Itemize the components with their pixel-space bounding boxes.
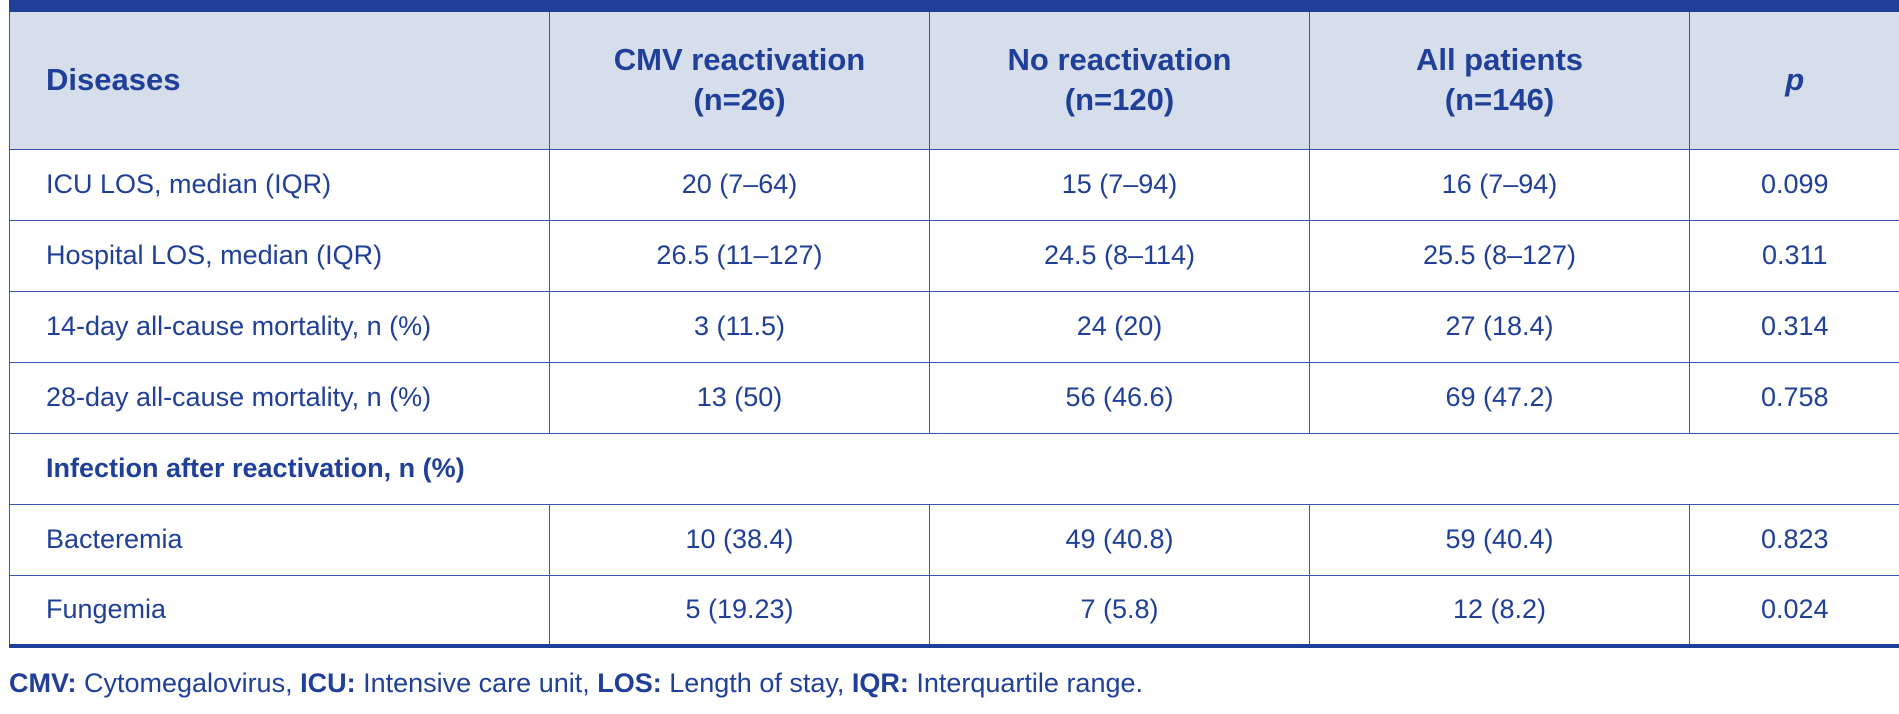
header-diseases: Diseases (9, 12, 550, 150)
cell-no-reactivation: 7 (5.8) (929, 574, 1310, 648)
table-row: Hospital LOS, median (IQR) 26.5 (11–127)… (9, 219, 1899, 292)
footnote-text: Intensive care unit, (355, 668, 598, 698)
header-none-line2: (n=120) (1064, 82, 1175, 118)
header-all-line2: (n=146) (1444, 82, 1555, 118)
cell-no-reactivation: 24 (20) (929, 290, 1310, 363)
header-cmv-line2: (n=26) (693, 82, 786, 118)
cell-all-patients: 59 (40.4) (1309, 503, 1690, 576)
row-label: Hospital LOS, median (IQR) (9, 219, 550, 292)
footnote-text: Interquartile range. (908, 668, 1143, 698)
cell-cmv: 5 (19.23) (549, 574, 930, 648)
footnote-abbr: LOS: (597, 668, 662, 698)
cell-all-patients: 16 (7–94) (1309, 148, 1690, 221)
cell-p-value: 0.314 (1689, 290, 1899, 363)
results-table-container: Diseases CMV reactivation (n=26) No reac… (9, 0, 1899, 648)
cell-cmv: 20 (7–64) (549, 148, 930, 221)
footnote-text: Length of stay, (661, 668, 852, 698)
cell-all-patients: 12 (8.2) (1309, 574, 1690, 648)
row-label: ICU LOS, median (IQR) (9, 148, 550, 221)
cell-no-reactivation: 15 (7–94) (929, 148, 1310, 221)
cell-cmv: 26.5 (11–127) (549, 219, 930, 292)
table-row: Fungemia 5 (19.23) 7 (5.8) 12 (8.2) 0.02… (9, 574, 1899, 648)
cell-no-reactivation: 56 (46.6) (929, 361, 1310, 434)
cell-all-patients: 69 (47.2) (1309, 361, 1690, 434)
section-row: Infection after reactivation, n (%) (9, 432, 1899, 505)
footnote-abbr: CMV: (9, 668, 77, 698)
table-row: ICU LOS, median (IQR) 20 (7–64) 15 (7–94… (9, 148, 1899, 221)
cell-p-value: 0.311 (1689, 219, 1899, 292)
table-row: Bacteremia 10 (38.4) 49 (40.8) 59 (40.4)… (9, 503, 1899, 576)
cell-all-patients: 27 (18.4) (1309, 290, 1690, 363)
cell-no-reactivation: 24.5 (8–114) (929, 219, 1310, 292)
header-no-reactivation: No reactivation (n=120) (929, 12, 1310, 150)
cell-no-reactivation: 49 (40.8) (929, 503, 1310, 576)
header-all-line1: All patients (1415, 42, 1584, 78)
row-label: Fungemia (9, 574, 550, 648)
header-cmv-line1: CMV reactivation (613, 42, 866, 78)
top-rule (9, 0, 1899, 12)
cell-cmv: 10 (38.4) (549, 503, 930, 576)
cell-p-value: 0.099 (1689, 148, 1899, 221)
cell-cmv: 3 (11.5) (549, 290, 930, 363)
footnote-abbr: ICU: (300, 668, 356, 698)
table-row: 28-day all-cause mortality, n (%) 13 (50… (9, 361, 1899, 434)
footnote-text: Cytomegalovirus, (76, 668, 301, 698)
cell-p-value: 0.823 (1689, 503, 1899, 576)
header-cmv-reactivation: CMV reactivation (n=26) (549, 12, 930, 150)
row-label: Bacteremia (9, 503, 550, 576)
row-label: 14-day all-cause mortality, n (%) (9, 290, 550, 363)
cell-cmv: 13 (50) (549, 361, 930, 434)
header-row: Diseases CMV reactivation (n=26) No reac… (9, 12, 1899, 150)
results-table: Diseases CMV reactivation (n=26) No reac… (9, 12, 1899, 648)
section-label: Infection after reactivation, n (%) (9, 432, 1899, 505)
cell-all-patients: 25.5 (8–127) (1309, 219, 1690, 292)
row-label: 28-day all-cause mortality, n (%) (9, 361, 550, 434)
header-p-value: p (1689, 12, 1899, 150)
header-all-patients: All patients (n=146) (1309, 12, 1690, 150)
cell-p-value: 0.758 (1689, 361, 1899, 434)
footnote-abbr: IQR: (851, 668, 909, 698)
table-row: 14-day all-cause mortality, n (%) 3 (11.… (9, 290, 1899, 363)
cell-p-value: 0.024 (1689, 574, 1899, 648)
abbreviations-footnote: CMV: Cytomegalovirus, ICU: Intensive car… (9, 668, 1143, 699)
header-none-line1: No reactivation (1007, 42, 1232, 78)
